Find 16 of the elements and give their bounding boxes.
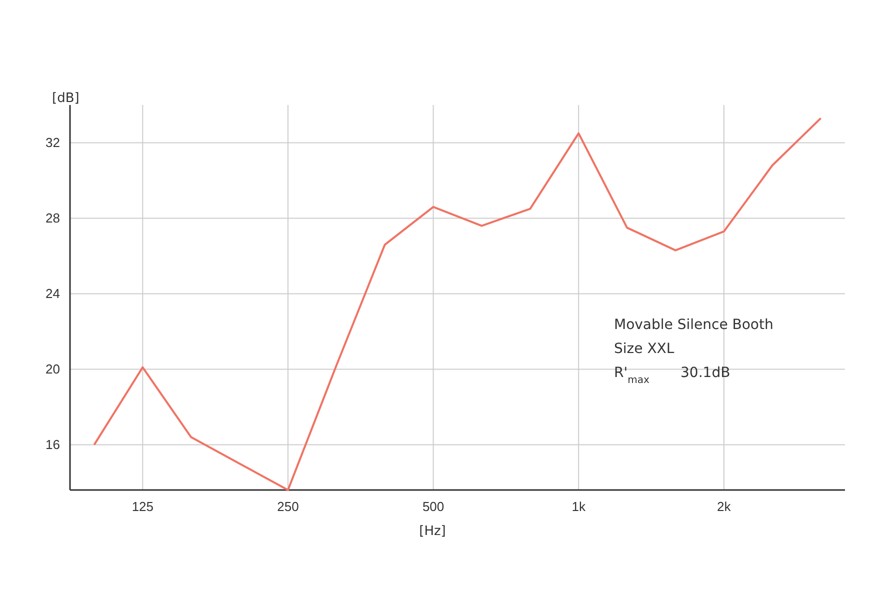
text: R'$_{max}$ 30.1dB — [614, 365, 730, 386]
x-axis-title: [Hz] — [419, 524, 446, 539]
annotation: Size XXL — [614, 341, 674, 357]
y-axis-title: [dB] — [52, 91, 80, 106]
x-tick-label: 250 — [277, 499, 299, 514]
y-tick-label: 28 — [46, 210, 60, 226]
x-tick-label: 1k — [572, 499, 586, 514]
x-tick-label: 500 — [422, 499, 444, 514]
y-tick-label: 20 — [46, 361, 60, 376]
y-tick-label: 32 — [46, 134, 60, 150]
y-tick-label: 16 — [46, 436, 60, 452]
annotation: Movable Silence Booth — [614, 317, 774, 333]
y-tick-label: 24 — [46, 286, 60, 301]
x-tick-label: 2k — [717, 499, 732, 514]
line-series — [93, 117, 822, 491]
x-tick-label: 125 — [132, 499, 154, 514]
